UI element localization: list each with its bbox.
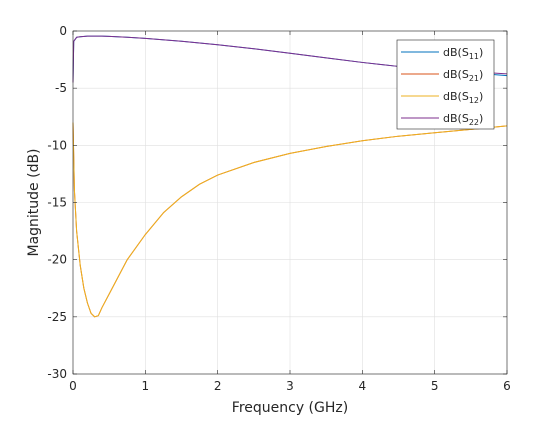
legend: dB(S11) dB(S21) dB(S12) dB(S22) bbox=[396, 39, 495, 130]
x-axis-label: Frequency (GHz) bbox=[232, 400, 348, 416]
legend-label: dB(S12) bbox=[443, 90, 483, 105]
legend-label: dB(S22) bbox=[443, 112, 483, 127]
y-axis-label: Magnitude (dB) bbox=[26, 148, 42, 256]
y-tick-label: -25 bbox=[47, 310, 67, 324]
y-tick-label: 0 bbox=[59, 24, 67, 38]
y-tick-label: -30 bbox=[47, 367, 67, 381]
legend-item: dB(S11) bbox=[401, 46, 483, 61]
legend-item: dB(S22) bbox=[401, 112, 483, 127]
legend-item: dB(S12) bbox=[401, 90, 483, 105]
x-tick-label: 5 bbox=[431, 379, 439, 393]
x-tick-label: 0 bbox=[69, 379, 77, 393]
x-tick-label: 4 bbox=[359, 379, 367, 393]
y-tick-label: -5 bbox=[55, 81, 67, 95]
x-tick-label: 2 bbox=[214, 379, 222, 393]
legend-item: dB(S21) bbox=[401, 68, 483, 83]
legend-label: dB(S21) bbox=[443, 68, 483, 83]
y-tick-label: -20 bbox=[47, 253, 67, 267]
y-tick-label: -10 bbox=[47, 138, 67, 152]
legend-label: dB(S11) bbox=[443, 46, 483, 61]
x-tick-label: 1 bbox=[142, 379, 150, 393]
y-axis-ticks: -30 -25 -20 -15 -10 -5 0 bbox=[47, 24, 507, 381]
x-axis-ticks: 0 1 2 3 4 5 6 bbox=[69, 31, 511, 393]
legend-box bbox=[396, 39, 495, 130]
series-lines bbox=[72, 35, 508, 318]
series-line-22 bbox=[72, 35, 508, 83]
series-line-12 bbox=[72, 122, 508, 318]
x-tick-label: 3 bbox=[286, 379, 294, 393]
x-tick-label: 6 bbox=[503, 379, 511, 393]
y-tick-label: -15 bbox=[47, 196, 67, 210]
